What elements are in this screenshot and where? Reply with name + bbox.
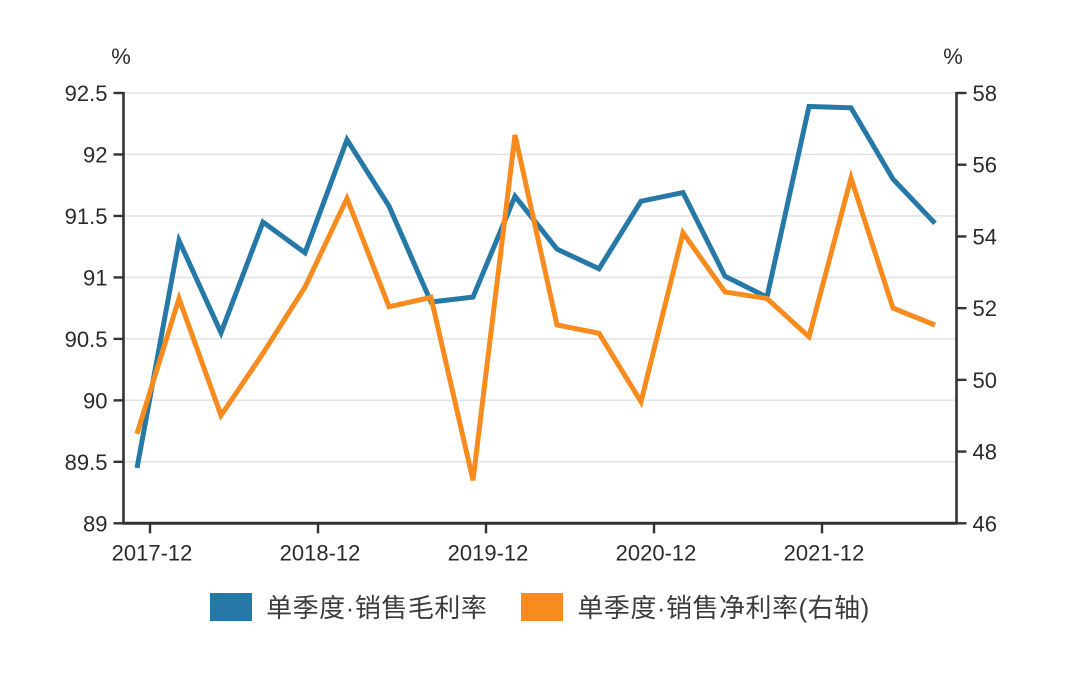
right-axis-tick-label: 52 — [973, 296, 997, 321]
left-axis-tick-label: 90 — [83, 388, 107, 413]
left-axis-tick-label: 91 — [83, 265, 107, 290]
left-axis-unit-label: % — [111, 44, 131, 69]
x-axis-tick-label: 2021-12 — [784, 540, 865, 565]
left-axis-tick-label: 89 — [83, 511, 107, 536]
net-margin-legend-swatch — [521, 592, 564, 621]
left-axis-tick-label: 89.5 — [65, 450, 108, 475]
legend-item-net-margin[interactable]: 单季度·销售净利率(右轴) — [521, 588, 869, 625]
x-axis-tick-label: 2020-12 — [616, 540, 697, 565]
left-axis-tick-label: 92 — [83, 142, 107, 167]
right-axis-tick-label: 58 — [973, 81, 997, 106]
gross-margin-legend-swatch — [210, 592, 253, 621]
right-axis-tick-label: 54 — [973, 224, 997, 249]
left-axis-tick-label: 90.5 — [65, 327, 108, 352]
left-axis-tick-label: 92.5 — [65, 81, 108, 106]
legend: 单季度·销售毛利率 单季度·销售净利率(右轴) — [0, 588, 1080, 625]
right-axis-tick-label: 48 — [973, 440, 997, 465]
x-axis-tick-label: 2018-12 — [280, 540, 361, 565]
right-axis-tick-label: 56 — [973, 153, 997, 178]
series-line-net-margin — [134, 134, 936, 481]
right-axis-tick-label: 50 — [973, 368, 997, 393]
legend-item-gross-margin[interactable]: 单季度·销售毛利率 — [210, 588, 487, 625]
gross-margin-legend-label: 单季度·销售毛利率 — [266, 593, 488, 623]
x-axis-tick-label: 2017-12 — [112, 540, 193, 565]
series-line-gross-margin — [134, 103, 937, 469]
left-axis-tick-label: 91.5 — [65, 204, 108, 229]
net-margin-legend-label: 单季度·销售净利率(右轴) — [577, 593, 870, 623]
right-axis-tick-label: 46 — [973, 511, 997, 536]
x-axis-tick-label: 2019-12 — [448, 540, 529, 565]
right-axis-unit-label: % — [943, 44, 963, 69]
